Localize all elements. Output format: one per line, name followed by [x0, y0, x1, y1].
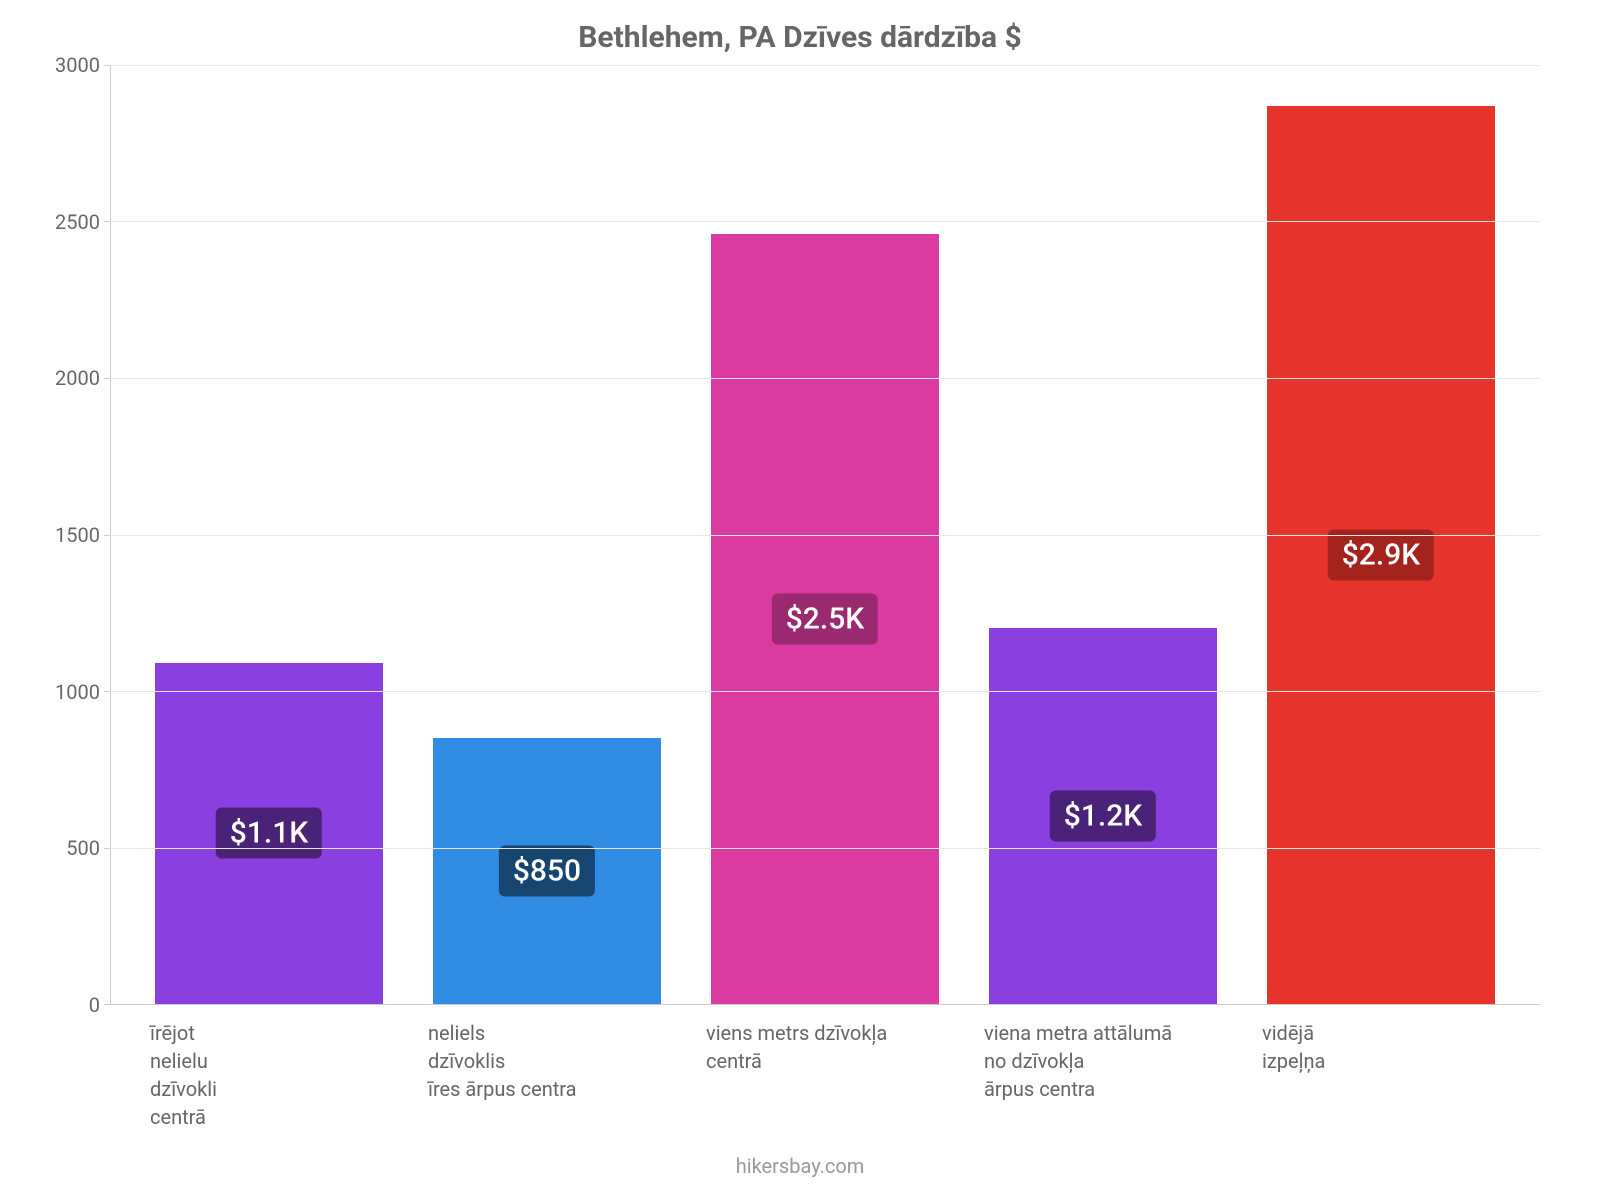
grid-line: [110, 535, 1540, 536]
x-axis-label: vidējā izpeļņa: [1242, 1005, 1520, 1131]
chart-container: Bethlehem, PA Dzīves dārdzība $ 0 500 1000…: [0, 0, 1600, 1200]
y-axis: 050010001500200025003000: [40, 65, 110, 1005]
grid-line: [110, 378, 1540, 379]
bar: $1.2K: [989, 628, 1217, 1004]
bar-value-label: $2.9K: [1328, 529, 1434, 580]
x-axis-label: neliels dzīvoklis īres ārpus centra: [408, 1005, 686, 1131]
x-axis-label: viena metra attālumā no dzīvokļa ārpus c…: [964, 1005, 1242, 1131]
x-axis-label: īrējot nelielu dzīvokli centrā: [130, 1005, 408, 1131]
bar-value-label: $2.5K: [772, 594, 878, 645]
bar: $1.1K: [155, 663, 383, 1004]
y-tick-label: 500: [66, 836, 100, 860]
plot-area: 050010001500200025003000 $1.1K$850$2.5K$…: [40, 65, 1560, 1005]
y-tick-label: 0: [89, 993, 100, 1017]
grid-line: [110, 848, 1540, 849]
y-tick-label: 3000: [55, 53, 100, 77]
bar: $850: [433, 738, 661, 1004]
y-tick-label: 1500: [55, 523, 100, 547]
bar-value-label: $1.1K: [216, 808, 322, 859]
grid-line: [110, 691, 1540, 692]
grid-line: [110, 65, 1540, 66]
x-axis-labels: īrējot nelielu dzīvokli centrāneliels dz…: [110, 1005, 1540, 1131]
bar-value-label: $1.2K: [1050, 791, 1156, 842]
bar: $2.9K: [1267, 106, 1495, 1004]
bar: $2.5K: [711, 234, 939, 1004]
x-axis-label: viens metrs dzīvokļa centrā: [686, 1005, 964, 1131]
y-tick-label: 2500: [55, 210, 100, 234]
attribution-text: hikersbay.com: [0, 1154, 1600, 1178]
y-tick-label: 1000: [55, 680, 100, 704]
grid-line: [110, 221, 1540, 222]
y-tick-label: 2000: [55, 366, 100, 390]
bar-value-label: $850: [499, 845, 595, 896]
grid-area: $1.1K $850 $2.5K $1.2K $2.9K: [110, 65, 1540, 1005]
chart-title: Bethlehem, PA Dzīves dārdzība $: [40, 20, 1560, 55]
